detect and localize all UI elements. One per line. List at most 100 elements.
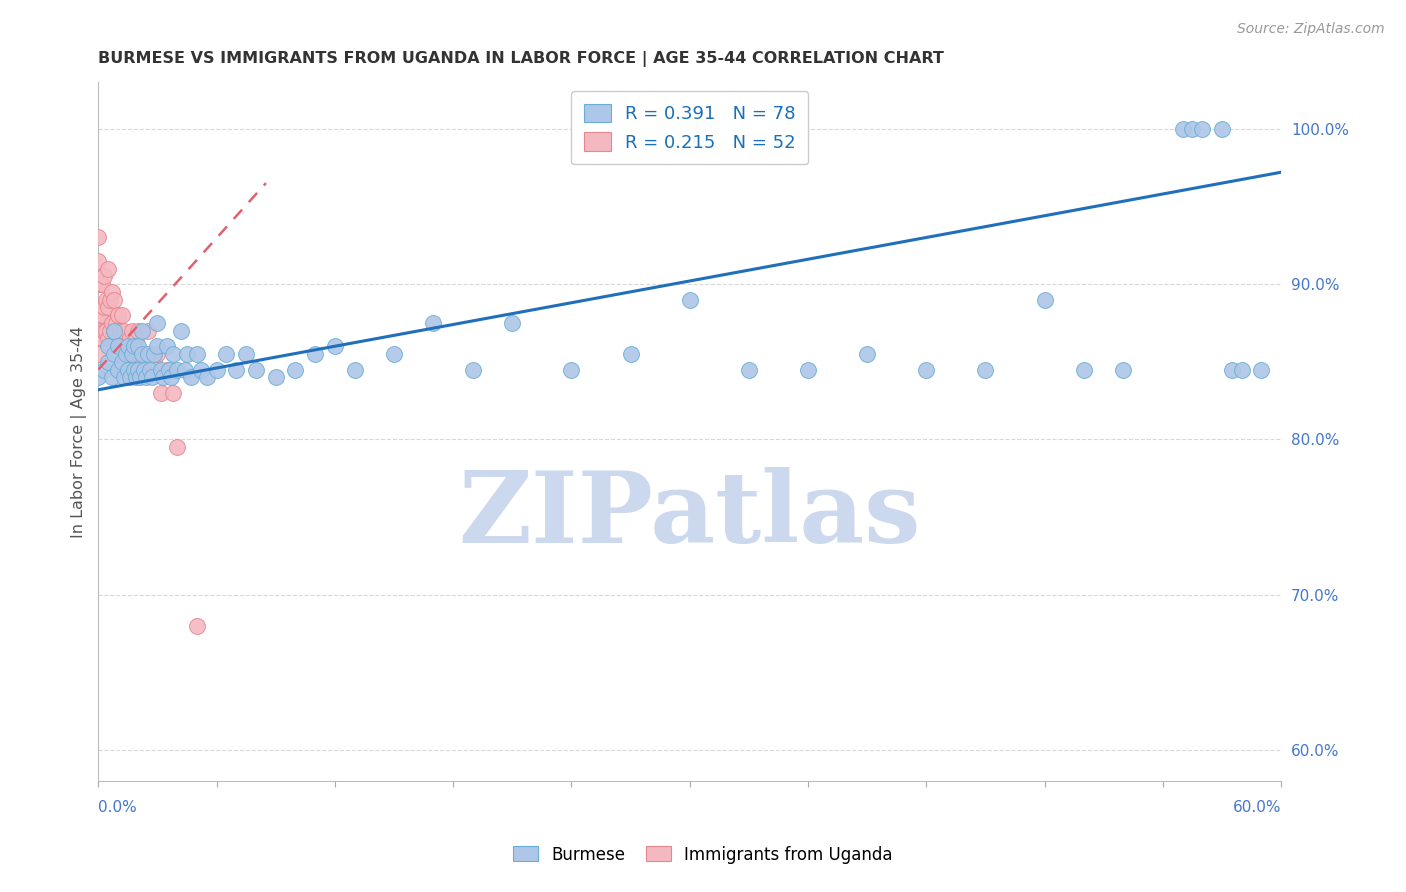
Point [98, 293, 121, 307]
Point [89, 331, 111, 345]
Point [121, 347, 143, 361]
Point [915, 362, 938, 376]
Point [1073, 362, 1095, 376]
Point [797, 362, 820, 376]
Point [738, 362, 761, 376]
Point [87, 277, 110, 291]
Point [619, 347, 641, 361]
Point [117, 339, 139, 353]
Point [974, 362, 997, 376]
Point [150, 362, 173, 376]
Point [91, 331, 114, 345]
Point [135, 370, 157, 384]
Point [101, 370, 124, 384]
Point [156, 362, 179, 376]
Point [152, 370, 174, 384]
Point [127, 324, 149, 338]
Point [136, 324, 159, 338]
Point [157, 362, 180, 376]
Point [142, 347, 165, 361]
Point [105, 316, 128, 330]
Point [156, 339, 179, 353]
Point [101, 285, 124, 299]
Point [103, 293, 125, 307]
Point [205, 362, 228, 376]
Point [162, 347, 184, 361]
Legend: Burmese, Immigrants from Uganda: Burmese, Immigrants from Uganda [506, 839, 900, 871]
Point [96, 324, 118, 338]
Point [127, 362, 149, 376]
Point [87, 253, 110, 268]
Point [146, 316, 169, 330]
Point [1250, 362, 1272, 376]
Point [856, 347, 879, 361]
Point [107, 339, 129, 353]
Point [87, 347, 110, 361]
Point [96, 293, 118, 307]
Point [132, 362, 155, 376]
Point [93, 269, 115, 284]
Point [166, 362, 188, 376]
Point [111, 308, 134, 322]
Point [1211, 121, 1233, 136]
Point [87, 230, 110, 244]
Text: 0.0%: 0.0% [98, 800, 138, 815]
Point [125, 370, 148, 384]
Point [87, 331, 110, 345]
Point [560, 362, 582, 376]
Point [215, 347, 238, 361]
Point [91, 277, 114, 291]
Point [284, 362, 307, 376]
Point [245, 362, 267, 376]
Point [146, 347, 169, 361]
Point [138, 362, 160, 376]
Point [1230, 362, 1253, 376]
Point [87, 301, 110, 315]
Point [93, 301, 115, 315]
Point [422, 316, 444, 330]
Point [131, 324, 153, 338]
Point [162, 385, 184, 400]
Point [150, 385, 173, 400]
Text: 60.0%: 60.0% [1233, 800, 1281, 815]
Point [103, 324, 125, 338]
Point [122, 339, 145, 353]
Point [107, 308, 129, 322]
Point [91, 308, 114, 322]
Point [127, 339, 149, 353]
Point [111, 339, 134, 353]
Point [98, 324, 121, 338]
Point [107, 339, 129, 353]
Point [93, 362, 115, 376]
Point [115, 347, 138, 361]
Point [112, 324, 135, 338]
Point [121, 324, 143, 338]
Point [118, 370, 141, 384]
Point [174, 362, 197, 376]
Point [101, 316, 124, 330]
Point [304, 347, 326, 361]
Point [128, 370, 150, 384]
Point [122, 347, 145, 361]
Point [146, 339, 169, 353]
Text: BURMESE VS IMMIGRANTS FROM UGANDA IN LABOR FORCE | AGE 35-44 CORRELATION CHART: BURMESE VS IMMIGRANTS FROM UGANDA IN LAB… [98, 51, 945, 67]
Point [122, 362, 145, 376]
Point [136, 347, 159, 361]
Point [89, 308, 111, 322]
Point [323, 339, 346, 353]
Point [112, 370, 135, 384]
Text: Source: ZipAtlas.com: Source: ZipAtlas.com [1237, 22, 1385, 37]
Point [97, 331, 120, 345]
Point [186, 619, 208, 633]
Point [97, 355, 120, 369]
Point [103, 324, 125, 338]
Point [235, 347, 257, 361]
Point [118, 331, 141, 345]
Point [127, 347, 149, 361]
Point [136, 347, 159, 361]
Point [1171, 121, 1194, 136]
Point [87, 316, 110, 330]
Point [160, 370, 183, 384]
Point [117, 347, 139, 361]
Point [115, 339, 138, 353]
